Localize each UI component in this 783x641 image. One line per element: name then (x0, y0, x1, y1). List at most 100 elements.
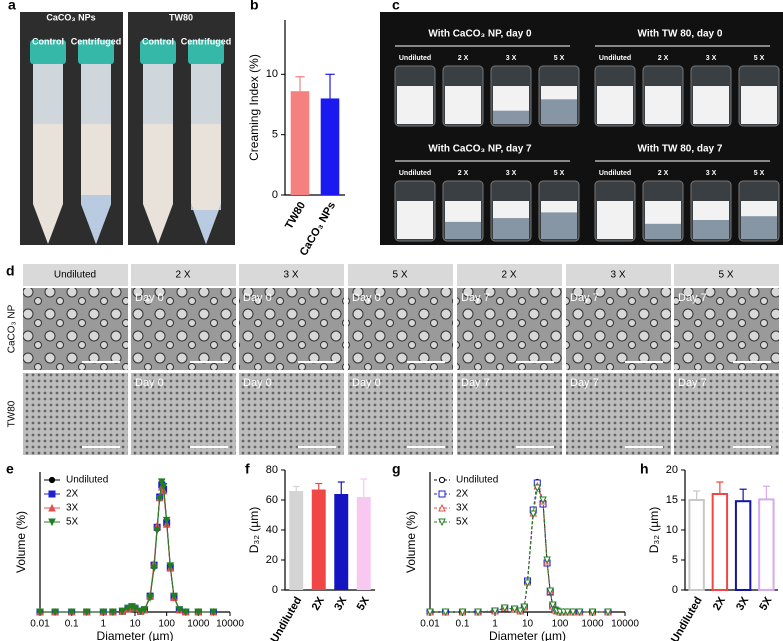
bar (711, 493, 729, 591)
micrograph (348, 288, 453, 370)
cream (541, 201, 577, 213)
y-tick-label: 10 (666, 524, 678, 536)
marker (146, 594, 154, 602)
day-label: Day 7 (570, 377, 599, 389)
x-tick-label: 2X (711, 594, 728, 612)
x-tick-label: 10000 (216, 619, 244, 630)
micrograph (566, 288, 671, 370)
panel-label: c (392, 0, 400, 13)
marker (588, 608, 597, 617)
photo-title: With TW 80, day 0 (638, 29, 723, 40)
day-label: Day 7 (461, 377, 490, 389)
x-tick-label: 1 (492, 619, 498, 630)
column-label: 2 X (175, 270, 190, 281)
x-tick-label: 0.1 (456, 619, 470, 630)
cream (397, 86, 433, 124)
marker (604, 608, 612, 617)
y-tick-label: 20 (266, 554, 278, 566)
marker (157, 478, 166, 486)
vial-label: 3 X (706, 55, 717, 62)
marker (548, 601, 557, 610)
micrograph (23, 373, 128, 455)
bar (320, 98, 340, 195)
legend-label: 5X (66, 517, 79, 528)
column-header (131, 264, 236, 286)
x-tick-label: 0.01 (420, 619, 440, 630)
column-header (457, 264, 562, 286)
cream (445, 201, 481, 222)
column-header (23, 264, 128, 286)
bar (290, 91, 310, 195)
y-tick-label: 0 (272, 584, 278, 596)
marker (159, 482, 168, 491)
x-tick-label: 1000 (581, 619, 604, 630)
legend-label: Undiluted (456, 475, 498, 486)
x-tick-label: 10000 (611, 619, 639, 630)
vial-label: Undiluted (399, 170, 431, 177)
marker (150, 564, 158, 573)
marker (118, 607, 127, 616)
bar (356, 497, 371, 590)
marker (131, 604, 139, 613)
legend-marker (48, 490, 56, 498)
marker (170, 592, 178, 601)
x-tick-label: 1 (101, 619, 107, 630)
marker (162, 516, 171, 525)
day-label: Day 7 (678, 292, 707, 304)
marker (166, 562, 175, 570)
x-tick-label: 0.1 (65, 619, 79, 630)
marker (500, 604, 509, 613)
marker (569, 608, 577, 617)
vial-label: 2 X (458, 170, 469, 177)
photo-title: With TW 80, day 7 (638, 144, 723, 155)
micrograph (23, 288, 128, 370)
marker (491, 607, 499, 616)
marker (99, 608, 108, 617)
vial-label: 5 X (554, 170, 565, 177)
y-tick-label: 0 (672, 584, 678, 596)
y-tick-label: 15 (666, 494, 678, 506)
x-tick-label: 0.01 (30, 619, 50, 630)
marker (575, 608, 584, 617)
column-header (566, 264, 671, 286)
legend-marker (48, 503, 56, 512)
photo-title: With CaCO₃ NP, day 0 (428, 29, 532, 40)
y-axis-label: D₃₂ (µm) (647, 507, 661, 553)
column-label: 3 X (283, 270, 298, 281)
x-tick-label: 1000 (187, 619, 210, 630)
marker (153, 526, 161, 535)
bar (311, 489, 326, 590)
y-tick-label: 80 (266, 464, 278, 476)
y-axis-label: D₃₂ (µm) (247, 507, 261, 553)
marker (67, 608, 76, 617)
marker (533, 484, 542, 493)
marker (51, 608, 59, 617)
series-line (40, 479, 214, 613)
micrographs: Undiluted 2 X Day 0 Day 0 3 X Day 0 Day 0 5 X Da… (7, 264, 779, 455)
marker (36, 608, 44, 617)
day-label: Day 0 (135, 377, 164, 389)
panel-label: a (8, 0, 16, 13)
tube-label: Centrifuged (71, 36, 122, 46)
micrograph (239, 373, 344, 455)
x-axis-label: Diameter (µm) (489, 629, 566, 641)
vial-label: Undiluted (599, 170, 631, 177)
y-tick-label: 0 (272, 189, 278, 201)
legend-marker (438, 476, 446, 484)
panel-label: g (392, 461, 401, 477)
vials: With CaCO₃ NP, day 0 Undiluted 2 X 3 X 5 X Wi… (394, 29, 780, 242)
x-tick-label: 100 (552, 619, 569, 630)
marker (209, 608, 218, 617)
y-tick-label: 60 (266, 494, 278, 506)
marker (529, 510, 538, 519)
panel-label: f (245, 461, 250, 477)
y-axis-label: Volume (%) (404, 511, 418, 573)
legend-marker (48, 476, 56, 484)
column-label: 5 X (718, 270, 733, 281)
legend-label: 2X (456, 489, 469, 500)
day-label: Day 0 (352, 292, 381, 304)
legend-label: 5X (456, 517, 469, 528)
column-header (348, 264, 453, 286)
marker (181, 608, 190, 617)
